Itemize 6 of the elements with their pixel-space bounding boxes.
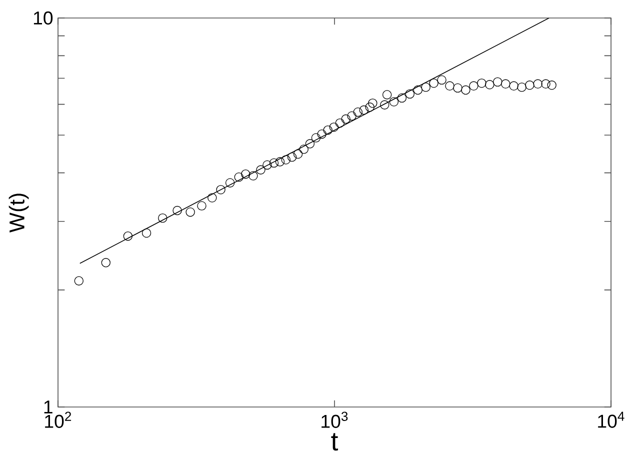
x-tick-label: 10$^{3}$ xyxy=(322,412,348,428)
y-axis-title: W(t) xyxy=(8,194,29,233)
x-tick-label: 10$^{4}$ xyxy=(598,412,624,428)
x-axis-title: t xyxy=(331,433,338,451)
y-tick-label: 1 xyxy=(44,400,52,414)
y-tick-label: 10 xyxy=(34,11,53,25)
